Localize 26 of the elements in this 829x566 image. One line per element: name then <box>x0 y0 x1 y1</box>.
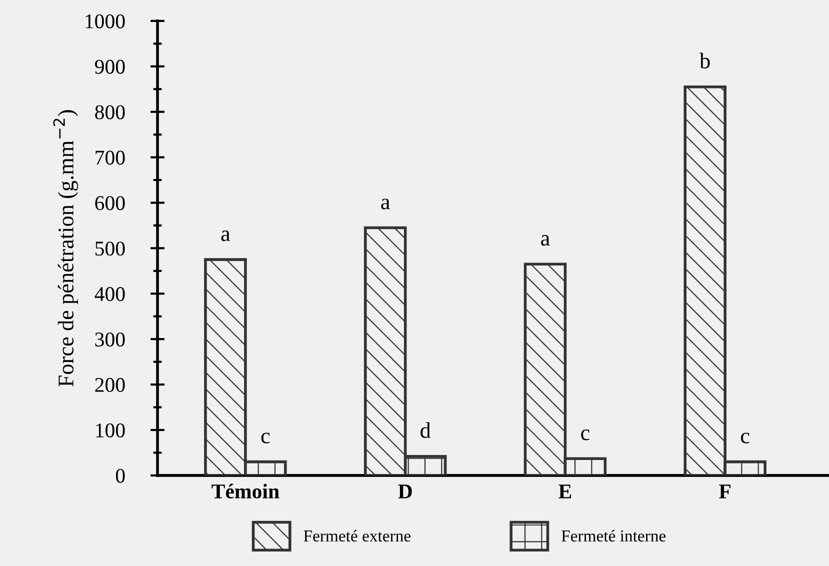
y-tick-label: 800 <box>95 105 125 120</box>
y-tick-label: 700 <box>96 150 125 165</box>
annotation: c <box>261 432 270 444</box>
legend-label: Fermeté externe <box>304 530 410 542</box>
annotation: c <box>740 432 750 444</box>
y-tick-label: 200 <box>95 378 125 392</box>
annotation: a <box>541 235 550 246</box>
x-tick-label: Témoin <box>212 484 280 498</box>
y-tick-label: 400 <box>94 287 125 302</box>
legend-label: Fermeté interne <box>562 530 666 542</box>
annotation: a <box>221 230 230 242</box>
x-tick-label: F <box>719 484 730 498</box>
annotation: d <box>420 422 431 438</box>
y-tick-label: 100 <box>96 423 125 438</box>
y-tick-label: 300 <box>95 332 125 347</box>
annotation: a <box>381 198 390 210</box>
annotation: c <box>581 430 590 440</box>
y-tick-label: 500 <box>96 242 125 256</box>
x-tick-label: E <box>558 484 572 498</box>
x-tick-label: D <box>398 484 412 498</box>
y-tick-label: 900 <box>94 60 125 74</box>
y-tick-label: 600 <box>95 196 125 210</box>
y-tick-label: 0 <box>116 468 125 483</box>
y-tick-label: 1000 <box>86 14 125 28</box>
y-axis-title: Force de pénétration (g.mm$^{−2}$) <box>53 110 78 387</box>
annotation: b <box>700 52 710 68</box>
